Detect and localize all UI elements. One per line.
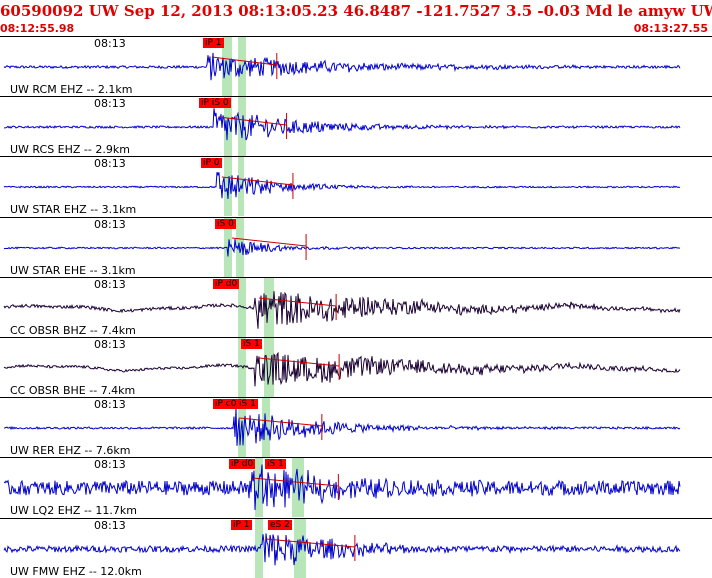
waveform-line: [3, 52, 681, 81]
time-tick-label: 08:13: [94, 278, 126, 291]
time-tick-label: 08:13: [94, 97, 126, 110]
pick-window: [238, 338, 246, 397]
coda-line: [252, 477, 339, 487]
coda-line: [232, 237, 307, 247]
pick-window: [255, 519, 263, 578]
end-time: 08:13:27.55: [633, 22, 708, 35]
time-tick-label: 08:13: [94, 218, 126, 231]
waveform-plot: [3, 458, 681, 517]
trace-panel[interactable]: 08:13 iP iS 0 UW RCS EHZ -- 2.9km: [0, 96, 712, 156]
waveform-plot: [3, 157, 681, 216]
waveform-plot: [3, 519, 681, 578]
station-channel-label: UW RCM EHZ -- 2.1km: [10, 83, 133, 96]
coda-line: [218, 116, 287, 126]
time-tick-label: 08:13: [94, 519, 126, 532]
pick-window: [238, 37, 246, 96]
time-tick-label: 08:13: [94, 338, 126, 351]
phase-pick-flag[interactable]: iP 1: [231, 520, 252, 530]
phase-pick-flag[interactable]: iP c0: [213, 399, 239, 409]
station-channel-label: UW STAR EHE -- 3.1km: [10, 264, 136, 277]
trace-panel[interactable]: 08:13 iP 0 UW STAR EHZ -- 3.1km: [0, 156, 712, 216]
pick-window: [236, 218, 244, 277]
coda-line: [238, 417, 322, 427]
trace-panel[interactable]: 08:13 iP c0 iS 1 UW RER EHZ -- 7.6km: [0, 397, 712, 457]
waveform-plot: [4, 97, 681, 156]
event-title: 60590092 UW Sep 12, 2013 08:13:05.23 46.…: [0, 2, 712, 20]
waveform-plot: [3, 398, 681, 457]
phase-pick-flag[interactable]: iP d0: [229, 459, 256, 469]
waveform-plot: [3, 338, 681, 397]
waveform-line: [4, 108, 681, 141]
station-channel-label: UW STAR EHZ -- 3.1km: [10, 203, 137, 216]
trace-panel[interactable]: 08:13 iP 1 eS 2 UW FMW EHZ -- 12.0km: [0, 518, 712, 578]
phase-pick-flag[interactable]: iS 1: [265, 459, 286, 469]
seismogram-traces: 08:13 iP 1 UW RCM EHZ -- 2.1km 08:13 iP iS 0…: [0, 36, 712, 578]
waveform-plot: [3, 37, 681, 96]
waveform-line: [3, 171, 681, 199]
pick-window: [238, 97, 246, 156]
waveform-line: [3, 533, 681, 566]
pick-window: [294, 519, 306, 578]
start-time: 08:12:55.98: [0, 22, 75, 35]
time-tick-label: 08:13: [94, 157, 126, 170]
phase-pick-flag[interactable]: iP 1: [203, 38, 224, 48]
time-tick-label: 08:13: [94, 398, 126, 411]
phase-pick-flag[interactable]: iS 1: [241, 339, 262, 349]
coda-line: [259, 297, 337, 307]
phase-pick-flag[interactable]: iS 1: [237, 399, 258, 409]
phase-pick-flag[interactable]: iP 0: [201, 158, 222, 168]
phase-pick-flag[interactable]: eS 2: [268, 520, 292, 530]
trace-panel[interactable]: 08:13 iS 0 UW STAR EHE -- 3.1km: [0, 217, 712, 277]
waveform-line: [3, 351, 681, 387]
station-channel-label: CC OBSR BHE -- 7.4km: [10, 384, 136, 397]
station-channel-label: UW LQ2 EHZ -- 11.7km: [10, 504, 137, 517]
phase-pick-flag[interactable]: iS 0: [215, 219, 236, 229]
time-tick-label: 08:13: [94, 37, 126, 50]
time-tick-label: 08:13: [94, 458, 126, 471]
waveform-line: [3, 464, 681, 511]
coda-line: [221, 176, 293, 186]
event-header: 60590092 UW Sep 12, 2013 08:13:05.23 46.…: [0, 0, 712, 36]
phase-pick-flag[interactable]: iP iS 0: [199, 98, 231, 108]
pick-window: [264, 338, 274, 397]
waveform-line: [3, 407, 681, 446]
waveform-line: [3, 238, 681, 257]
waveform-plot: [3, 218, 681, 277]
trace-panel[interactable]: 08:13 iP 1 UW RCM EHZ -- 2.1km: [0, 36, 712, 96]
waveform-line: [3, 291, 681, 329]
trace-panel[interactable]: 08:13 iP d0 iS 1 UW LQ2 EHZ -- 11.7km: [0, 457, 712, 517]
trace-panel[interactable]: 08:13 iS 1 CC OBSR BHE -- 7.4km: [0, 337, 712, 397]
station-channel-label: CC OBSR BHZ -- 7.4km: [10, 324, 136, 337]
waveform-plot: [3, 278, 681, 337]
pick-window: [224, 157, 232, 216]
station-channel-label: UW RER EHZ -- 7.6km: [10, 444, 131, 457]
coda-line: [211, 56, 277, 66]
trace-panel[interactable]: 08:13 iP d0 CC OBSR BHZ -- 7.4km: [0, 277, 712, 337]
pick-window: [224, 218, 232, 277]
coda-line: [259, 357, 340, 367]
phase-pick-flag[interactable]: iP d0: [213, 279, 240, 289]
station-channel-label: UW RCS EHZ -- 2.9km: [10, 143, 130, 156]
station-channel-label: UW FMW EHZ -- 12.0km: [10, 565, 142, 578]
coda-line: [265, 538, 355, 548]
